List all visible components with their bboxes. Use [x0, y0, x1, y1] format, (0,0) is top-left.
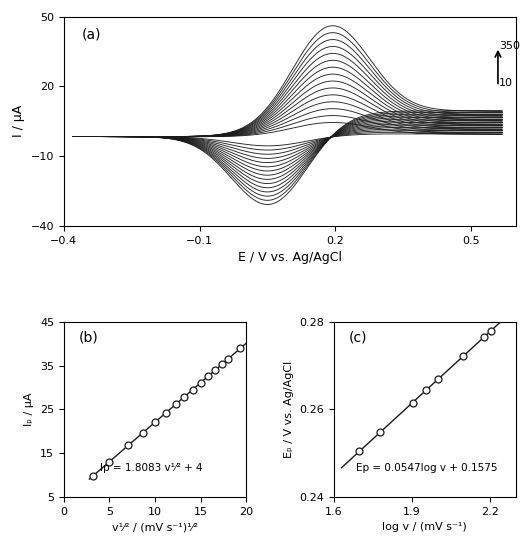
- Y-axis label: Eₚ / V vs. Ag/AgCl: Eₚ / V vs. Ag/AgCl: [284, 361, 294, 458]
- X-axis label: log v / (mV s⁻¹): log v / (mV s⁻¹): [383, 522, 467, 532]
- Text: (c): (c): [348, 331, 367, 345]
- Text: Ep = 0.0547log v + 0.1575: Ep = 0.0547log v + 0.1575: [355, 463, 497, 473]
- Text: (a): (a): [82, 27, 102, 41]
- Text: 10: 10: [500, 78, 513, 88]
- Text: (b): (b): [78, 331, 98, 345]
- Y-axis label: Iₚ / μA: Iₚ / μA: [24, 392, 35, 426]
- X-axis label: E / V vs. Ag/AgCl: E / V vs. Ag/AgCl: [238, 251, 342, 264]
- Text: 350: 350: [500, 41, 520, 51]
- X-axis label: v¹⁄² / (mV s⁻¹)¹⁄²: v¹⁄² / (mV s⁻¹)¹⁄²: [112, 522, 198, 532]
- Y-axis label: I / μA: I / μA: [12, 105, 25, 137]
- Text: Ip = 1.8083 v¹⁄² + 4: Ip = 1.8083 v¹⁄² + 4: [101, 463, 203, 473]
